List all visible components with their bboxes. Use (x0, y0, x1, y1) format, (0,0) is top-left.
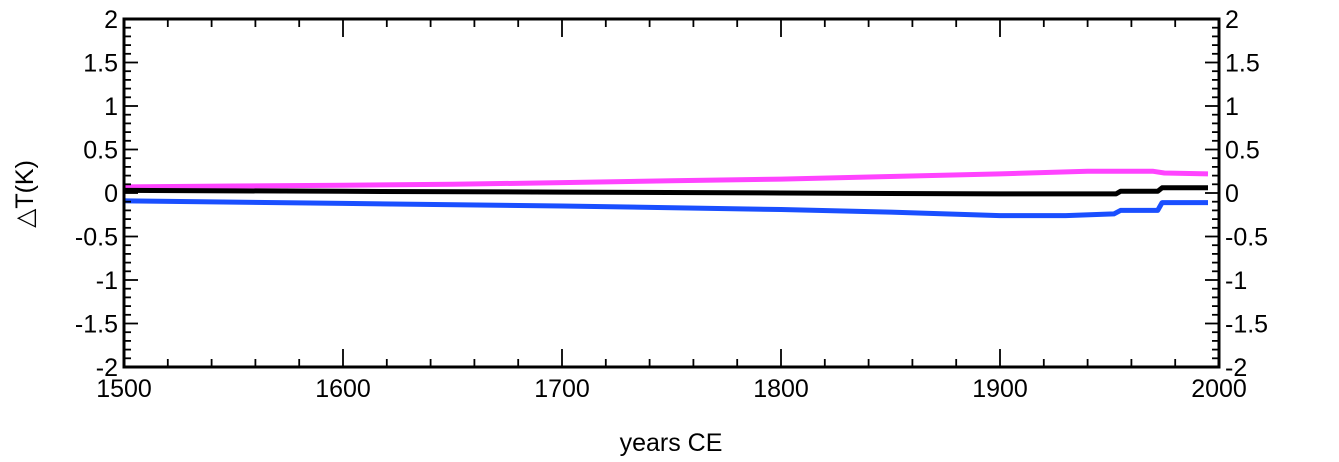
y-tick-label: 1 (104, 93, 118, 121)
x-tick-label: 2000 (1191, 375, 1247, 403)
y-tick-label: -2 (96, 354, 118, 382)
x-tick-label: 1600 (315, 375, 371, 403)
x-tick-label: 1800 (753, 375, 809, 403)
plot-frame (122, 17, 1221, 369)
y-tick-label: 0 (104, 180, 118, 208)
x-tick-label: 1900 (972, 375, 1028, 403)
y-tick-label: 2 (104, 6, 118, 34)
right-y-tick-label: 0.5 (1225, 137, 1260, 165)
right-y-tick-label: 1 (1225, 93, 1239, 121)
tick-labels: 1500 1600 1700 1800 1900 2000 2 1.5 1 0.5 0 -0.5 -1 -… (75, 6, 1268, 403)
y-axis-title: △T(K) (11, 160, 39, 228)
series-line-3 (123, 198, 1208, 219)
y-tick-label: 1.5 (83, 50, 118, 78)
right-y-tick-label: 2 (1225, 6, 1239, 34)
right-y-tick-label: -0.5 (1225, 224, 1268, 252)
right-y-tick-label: -1 (1225, 267, 1247, 295)
y-tick-label: -0.5 (75, 224, 118, 252)
x-tick-label: 1700 (534, 375, 590, 403)
series-line-1 (123, 168, 1209, 190)
series-lines (123, 168, 1209, 219)
y-tick-label: -1.5 (75, 311, 118, 339)
x-tick-label: 1500 (96, 375, 152, 403)
right-y-tick-label: -1.5 (1225, 311, 1268, 339)
right-y-tick-label: 0 (1225, 180, 1239, 208)
right-y-tick-label: 1.5 (1225, 50, 1260, 78)
y-tick-label: -1 (96, 267, 118, 295)
y-tick-label: 0.5 (83, 137, 118, 165)
right-y-tick-label: -2 (1225, 354, 1247, 382)
series-line-2 (123, 185, 1208, 197)
x-axis-title: years CE (620, 429, 723, 457)
